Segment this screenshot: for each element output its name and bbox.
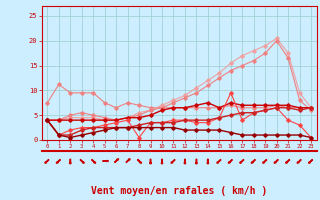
Text: Vent moyen/en rafales ( km/h ): Vent moyen/en rafales ( km/h ): [91, 186, 267, 196]
